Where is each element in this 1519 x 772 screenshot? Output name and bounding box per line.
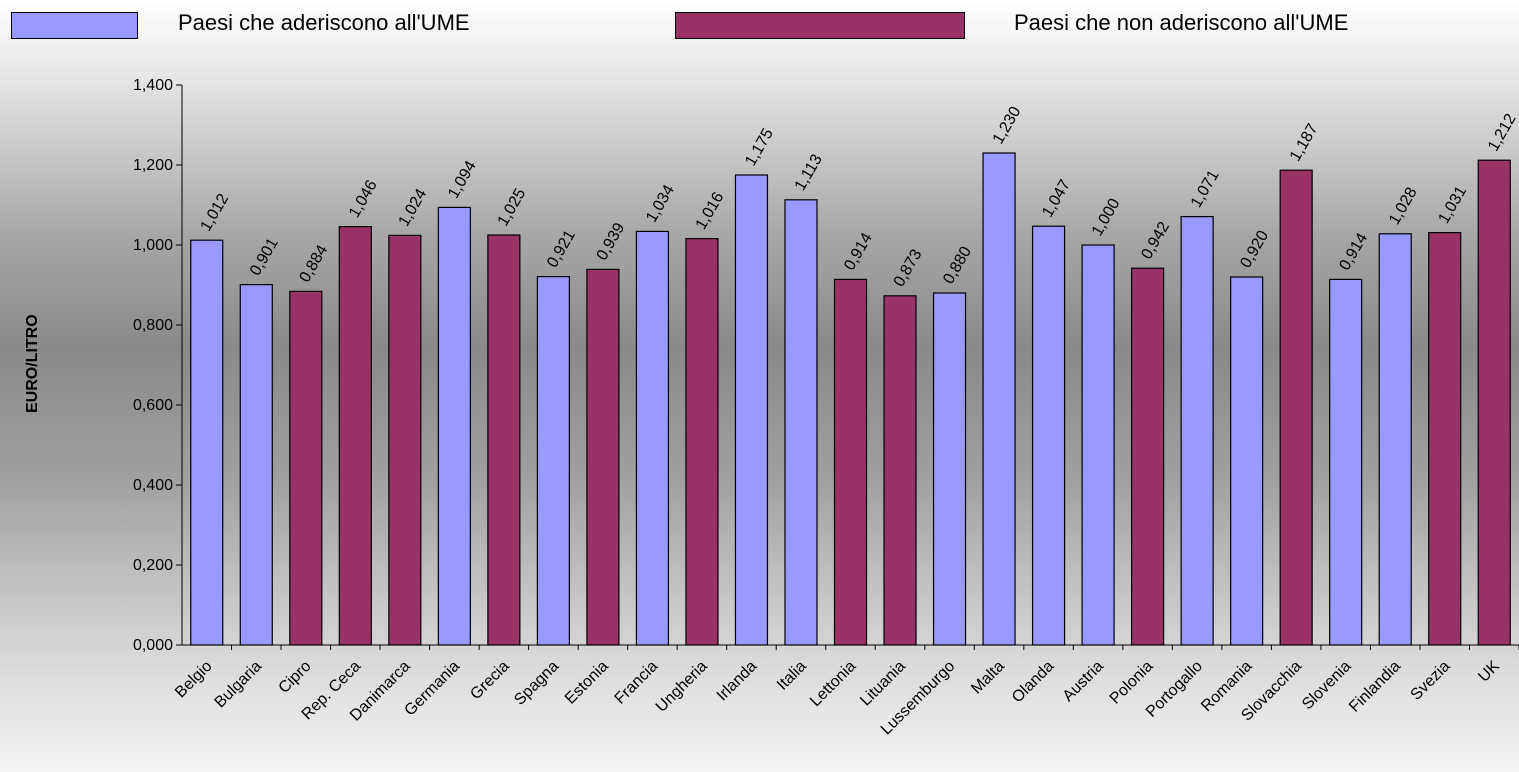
bar <box>982 152 1016 646</box>
data-label: 1,031 <box>1435 183 1470 226</box>
data-label: 1,230 <box>990 104 1025 147</box>
x-tick-label: Spagna <box>511 658 562 709</box>
data-label: 0,942 <box>1138 219 1173 262</box>
x-tick-label: Austria <box>1060 658 1107 705</box>
data-label: 1,187 <box>1287 121 1322 164</box>
bar <box>437 206 471 646</box>
bar <box>1131 267 1165 646</box>
bar <box>1180 216 1214 646</box>
data-label: 1,016 <box>693 189 728 232</box>
bar <box>635 230 670 646</box>
x-tick-label: UK <box>1475 658 1503 686</box>
bar <box>1329 278 1363 646</box>
y-tick-label: 1,000 <box>133 237 173 254</box>
x-tick-label: Irlanda <box>714 658 761 705</box>
y-tick-label: 0,800 <box>133 317 173 334</box>
data-label: 1,028 <box>1386 185 1421 228</box>
x-tick-label: Francia <box>612 658 662 708</box>
x-tick-label: Cipro <box>276 658 315 697</box>
bar <box>190 239 224 646</box>
data-label: 1,024 <box>396 186 431 229</box>
bar <box>289 290 323 646</box>
y-tick-label: 0,600 <box>133 397 173 414</box>
bar <box>536 276 570 646</box>
bar <box>1230 276 1264 646</box>
data-label: 1,034 <box>643 182 678 225</box>
x-tick-label: Belgio <box>172 658 216 702</box>
x-tick-label: Polonia <box>1107 658 1157 708</box>
bar <box>883 295 917 646</box>
bar <box>388 234 422 646</box>
data-label: 1,012 <box>198 191 233 234</box>
data-label: 1,025 <box>495 186 530 229</box>
y-tick-label: 1,400 <box>133 77 173 94</box>
x-tick-label: Grecia <box>467 658 512 703</box>
y-tick-label: 0,000 <box>133 637 173 654</box>
data-label: 0,914 <box>841 230 876 273</box>
x-tick-label: Finlandia <box>1346 658 1404 716</box>
data-label: 0,914 <box>1336 230 1371 273</box>
bar <box>586 268 620 646</box>
data-label: 1,046 <box>346 177 381 220</box>
bar <box>1279 169 1313 646</box>
data-label: 1,071 <box>1188 167 1223 210</box>
legend-swatch-non-ume <box>675 12 965 39</box>
bar <box>734 174 769 646</box>
legend-swatch-ume <box>11 12 138 39</box>
y-tick-label: 0,200 <box>133 557 173 574</box>
x-tick-label: Estonia <box>562 658 612 708</box>
data-label: 0,873 <box>891 247 926 290</box>
y-tick-label: 0,400 <box>133 477 173 494</box>
x-tick-label: Malta <box>968 658 1008 698</box>
x-tick-label: Bulgaria <box>212 658 266 712</box>
data-label: 0,884 <box>297 242 332 285</box>
x-tick-label: Italia <box>774 658 810 694</box>
data-label: 1,094 <box>445 158 480 201</box>
data-label: 0,939 <box>594 220 629 263</box>
bar <box>685 238 719 646</box>
data-label: 1,000 <box>1089 196 1124 239</box>
x-tick-label: Olanda <box>1009 658 1058 707</box>
bar <box>1378 233 1412 646</box>
legend-label-non-ume: Paesi che non aderiscono all'UME <box>1014 10 1349 35</box>
data-label: 1,212 <box>1485 111 1519 154</box>
data-label: 0,920 <box>1237 228 1272 271</box>
x-tick-label: Ungheria <box>653 658 711 716</box>
bar <box>1031 225 1066 646</box>
bar <box>239 284 273 646</box>
data-label: 0,901 <box>247 235 282 278</box>
bar <box>833 278 868 646</box>
data-label: 0,880 <box>940 244 975 287</box>
bar <box>784 199 818 646</box>
bar <box>1081 244 1115 646</box>
x-tick-label: Svezia <box>1408 658 1454 704</box>
bar <box>932 292 967 646</box>
data-label: 1,113 <box>792 152 826 194</box>
legend-label-ume: Paesi che aderiscono all'UME <box>178 10 470 35</box>
data-label: 0,921 <box>544 227 579 270</box>
data-label: 1,047 <box>1039 177 1074 220</box>
bar <box>1477 159 1511 646</box>
bar <box>487 234 521 646</box>
y-tick-label: 1,200 <box>133 157 173 174</box>
bar <box>338 226 372 646</box>
data-label: 1,175 <box>742 126 777 169</box>
bar <box>1428 232 1462 646</box>
x-tick-label: Lettonia <box>807 658 859 710</box>
